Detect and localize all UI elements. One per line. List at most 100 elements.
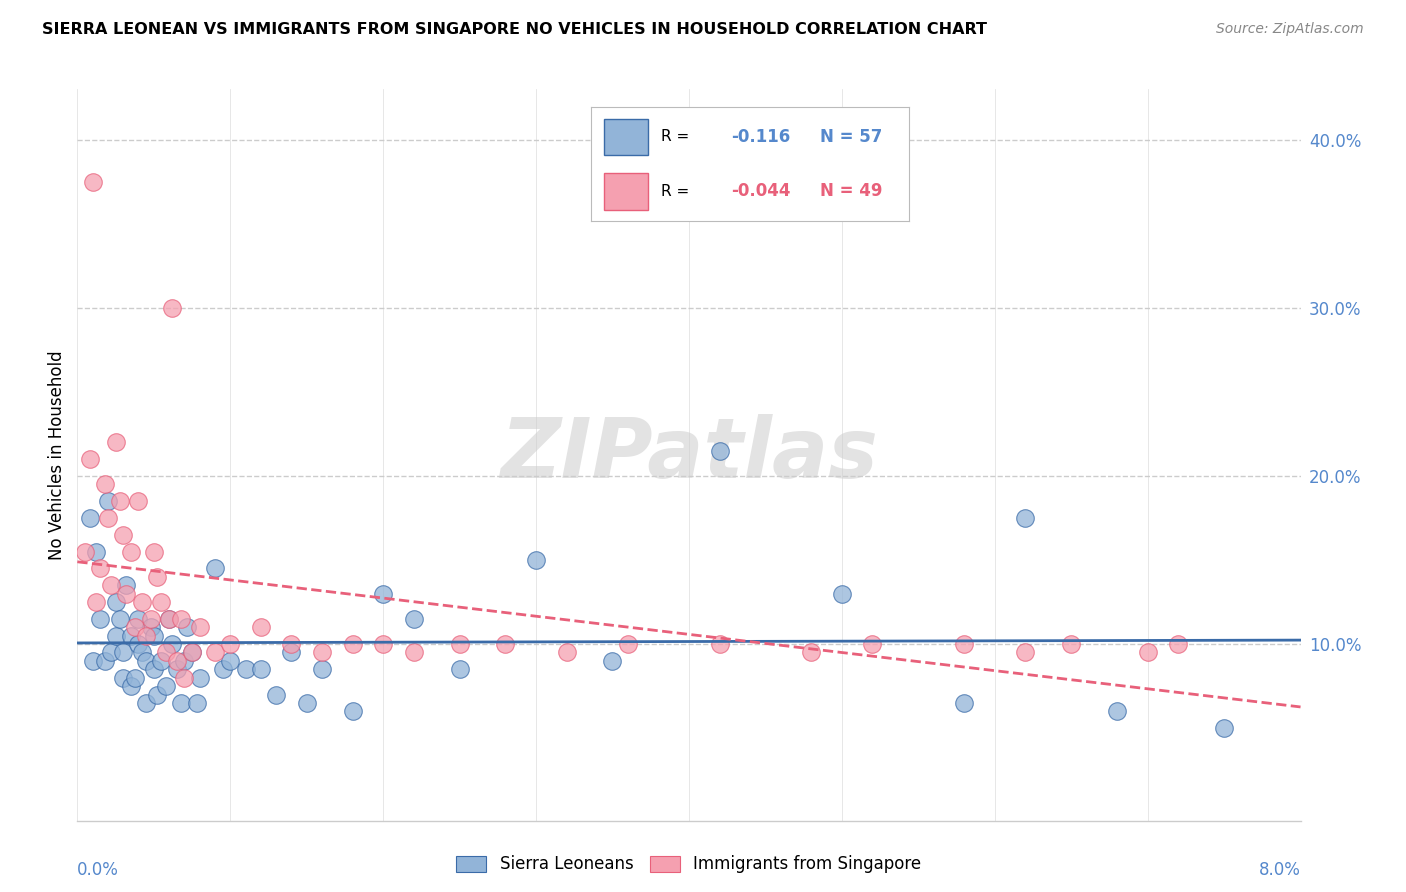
Point [146, 570, 169, 584]
Point [449, 637, 471, 651]
Point [176, 620, 198, 634]
Point [311, 645, 333, 659]
Point [1107, 704, 1129, 718]
Point [250, 620, 273, 634]
Point [1014, 511, 1036, 525]
Point [402, 645, 425, 659]
Point [449, 662, 471, 676]
Point [89, 561, 111, 575]
Point [120, 679, 142, 693]
Point [115, 587, 138, 601]
Point [73, 544, 96, 558]
Point [84, 595, 107, 609]
Point [94, 477, 117, 491]
Point [120, 544, 142, 558]
Point [127, 494, 149, 508]
Point [135, 629, 157, 643]
Point [160, 637, 183, 651]
Point [124, 620, 146, 634]
Point [860, 637, 884, 651]
Point [112, 645, 135, 659]
Point [1136, 645, 1159, 659]
Point [342, 637, 364, 651]
Point [155, 679, 177, 693]
Point [280, 637, 302, 651]
Point [295, 696, 318, 710]
Point [112, 528, 135, 542]
Point [524, 553, 547, 567]
Point [1014, 645, 1036, 659]
Point [150, 654, 173, 668]
Point [173, 654, 195, 668]
Point [160, 301, 183, 315]
Point [173, 671, 195, 685]
Point [84, 544, 107, 558]
Point [97, 511, 120, 525]
Point [555, 645, 578, 659]
Point [495, 637, 517, 651]
Point [831, 587, 853, 601]
Point [108, 494, 131, 508]
Point [135, 696, 157, 710]
Point [104, 629, 127, 643]
Point [112, 671, 135, 685]
Point [157, 612, 180, 626]
Point [79, 452, 101, 467]
Legend: Sierra Leoneans, Immigrants from Singapore: Sierra Leoneans, Immigrants from Singapo… [449, 847, 929, 882]
Point [82, 654, 104, 668]
Point [342, 704, 364, 718]
Point [139, 620, 162, 634]
Point [127, 637, 149, 651]
Point [188, 671, 211, 685]
Point [311, 662, 333, 676]
Point [108, 612, 131, 626]
Point [124, 671, 146, 685]
Y-axis label: No Vehicles in Household: No Vehicles in Household [48, 350, 66, 560]
Point [186, 696, 208, 710]
Point [211, 662, 233, 676]
Point [1060, 637, 1083, 651]
Point [166, 654, 188, 668]
Point [953, 637, 976, 651]
Point [135, 654, 157, 668]
Point [142, 544, 165, 558]
Point [94, 654, 117, 668]
Point [402, 612, 425, 626]
Point [166, 662, 188, 676]
Point [146, 688, 169, 702]
Point [131, 595, 153, 609]
Point [371, 587, 394, 601]
Point [139, 612, 162, 626]
Point [100, 645, 122, 659]
Point [709, 637, 731, 651]
Point [104, 435, 127, 450]
Point [181, 645, 204, 659]
Point [219, 637, 242, 651]
Point [602, 654, 624, 668]
Point [235, 662, 257, 676]
Point [371, 637, 394, 651]
Point [89, 612, 111, 626]
Point [953, 696, 976, 710]
Point [264, 688, 287, 702]
Point [616, 637, 638, 651]
Point [170, 612, 193, 626]
Point [127, 612, 149, 626]
Text: SIERRA LEONEAN VS IMMIGRANTS FROM SINGAPORE NO VEHICLES IN HOUSEHOLD CORRELATION: SIERRA LEONEAN VS IMMIGRANTS FROM SINGAP… [42, 22, 987, 37]
Point [79, 511, 101, 525]
Text: ZIPatlas: ZIPatlas [501, 415, 877, 495]
Point [204, 561, 226, 575]
Text: 0.0%: 0.0% [77, 861, 120, 879]
Point [1167, 637, 1189, 651]
Point [157, 612, 180, 626]
Point [82, 175, 104, 189]
Point [104, 595, 127, 609]
Point [800, 645, 823, 659]
Point [188, 620, 211, 634]
Point [1213, 721, 1236, 735]
Point [142, 662, 165, 676]
Point [100, 578, 122, 592]
Text: 8.0%: 8.0% [1258, 861, 1301, 879]
Point [155, 645, 177, 659]
Point [150, 595, 173, 609]
